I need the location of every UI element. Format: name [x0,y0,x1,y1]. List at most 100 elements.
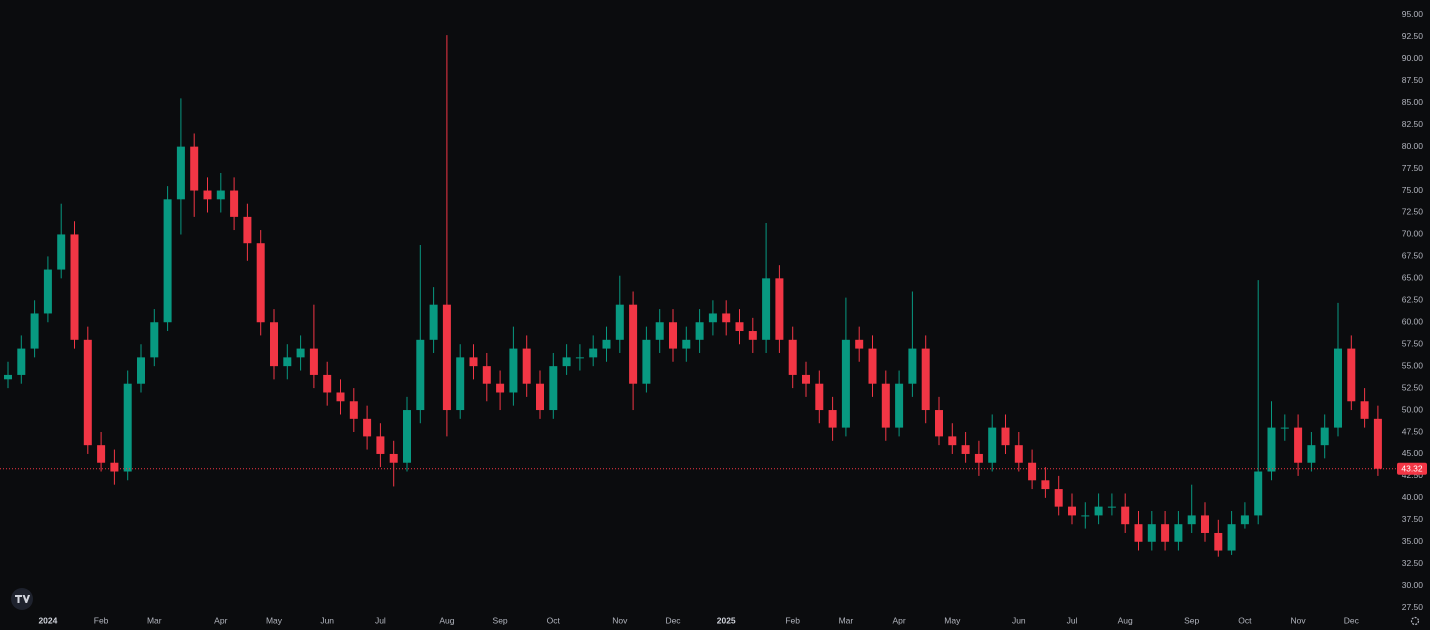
candle-body [1081,515,1090,517]
candle-body [908,348,917,384]
candle-body [642,339,651,384]
last-price-badge [1397,462,1427,475]
x-tick-label: Feb [785,615,800,625]
candle-body [30,313,39,349]
candle-body [1094,506,1103,516]
x-tick-label: Mar [839,615,854,625]
candle-body [416,339,425,411]
last-price-label: 43.32 [1401,463,1423,473]
x-tick-label: Aug [439,615,454,625]
x-tick-label: Apr [892,615,905,625]
candle-body [1054,489,1063,507]
x-tick-label: Aug [1118,615,1133,625]
candle-body [309,348,318,375]
candle-body [83,339,92,446]
y-tick-label: 77.50 [1402,163,1424,173]
candle-body [589,348,598,358]
candle-body [190,146,199,191]
candle-body [682,339,691,349]
x-tick-label: Nov [1291,615,1307,625]
candle-body [868,348,877,384]
candle-body [815,383,824,411]
candle-body [1107,506,1116,508]
y-tick-label: 87.50 [1402,75,1424,85]
candle-body [1001,427,1010,446]
y-tick-label: 82.50 [1402,119,1424,129]
candle-body [536,383,544,411]
candle-body [1227,524,1236,551]
candle-body [988,427,997,463]
candle-body [1147,524,1156,542]
candle-body [1187,515,1196,525]
candle-body [708,313,717,323]
y-tick-label: 65.00 [1402,273,1424,283]
candle-body [256,243,265,323]
x-tick-label: Dec [665,615,681,625]
candle-body [389,453,398,463]
candle-body [1134,524,1143,542]
candle-body [1334,348,1342,428]
x-tick-label: Feb [94,615,109,625]
y-tick-label: 57.50 [1402,338,1424,348]
candle-body [522,348,531,384]
y-tick-label: 55.00 [1402,360,1424,370]
y-tick-label: 27.50 [1402,602,1424,612]
candle-body [496,383,505,393]
candle-body [216,190,225,200]
candle-body [336,392,345,402]
candle-body [57,234,66,270]
y-tick-label: 67.50 [1402,251,1424,261]
candle-body [1360,401,1369,419]
candle-body [748,331,757,340]
candle-body [482,366,491,384]
candle-body [722,313,731,323]
x-tick-label: Jun [320,615,334,625]
candle-body [935,410,943,437]
candle-body [283,357,292,367]
candle-body [230,190,239,217]
candle-body [895,383,904,428]
candle-body [841,339,850,428]
candle-body [575,357,584,359]
candle-body [775,278,784,340]
candle-body [349,401,358,419]
candle-body [881,383,890,428]
y-tick-label: 30.00 [1402,580,1424,590]
candle-body [1320,427,1329,446]
y-tick-label: 60.00 [1402,316,1424,326]
candle-body [615,304,624,340]
x-tick-label: Dec [1344,615,1360,625]
candle-body [762,278,771,340]
candle-body [43,269,52,314]
candle-body [442,304,451,411]
x-tick-label: Jul [375,615,386,625]
candle-body [1307,445,1316,463]
candle-body [243,216,252,244]
candle-body [1028,462,1037,481]
candle-body [110,462,119,472]
y-tick-label: 35.00 [1402,536,1424,546]
candle-body [1014,445,1023,463]
y-tick-label: 72.50 [1402,207,1424,217]
y-tick-label: 75.00 [1402,185,1424,195]
x-tick-label: May [944,615,961,625]
candle-body [855,339,864,349]
x-tick-label: Oct [1238,615,1252,625]
x-tick-label: Sep [1184,615,1199,625]
candle-body [469,357,478,367]
candle-body [17,348,26,375]
candle-body [123,383,132,472]
candle-body [1373,418,1382,469]
y-tick-label: 47.50 [1402,426,1424,436]
settings-icon[interactable] [1410,616,1420,626]
candle-body [961,445,970,454]
tradingview-logo [11,588,33,610]
candle-body [828,410,837,428]
candle-body [376,436,385,454]
y-tick-label: 95.00 [1402,9,1424,19]
candle-body [974,453,983,463]
candle-body [1214,532,1223,551]
candle-body [203,190,212,200]
candle-body [1280,427,1289,429]
